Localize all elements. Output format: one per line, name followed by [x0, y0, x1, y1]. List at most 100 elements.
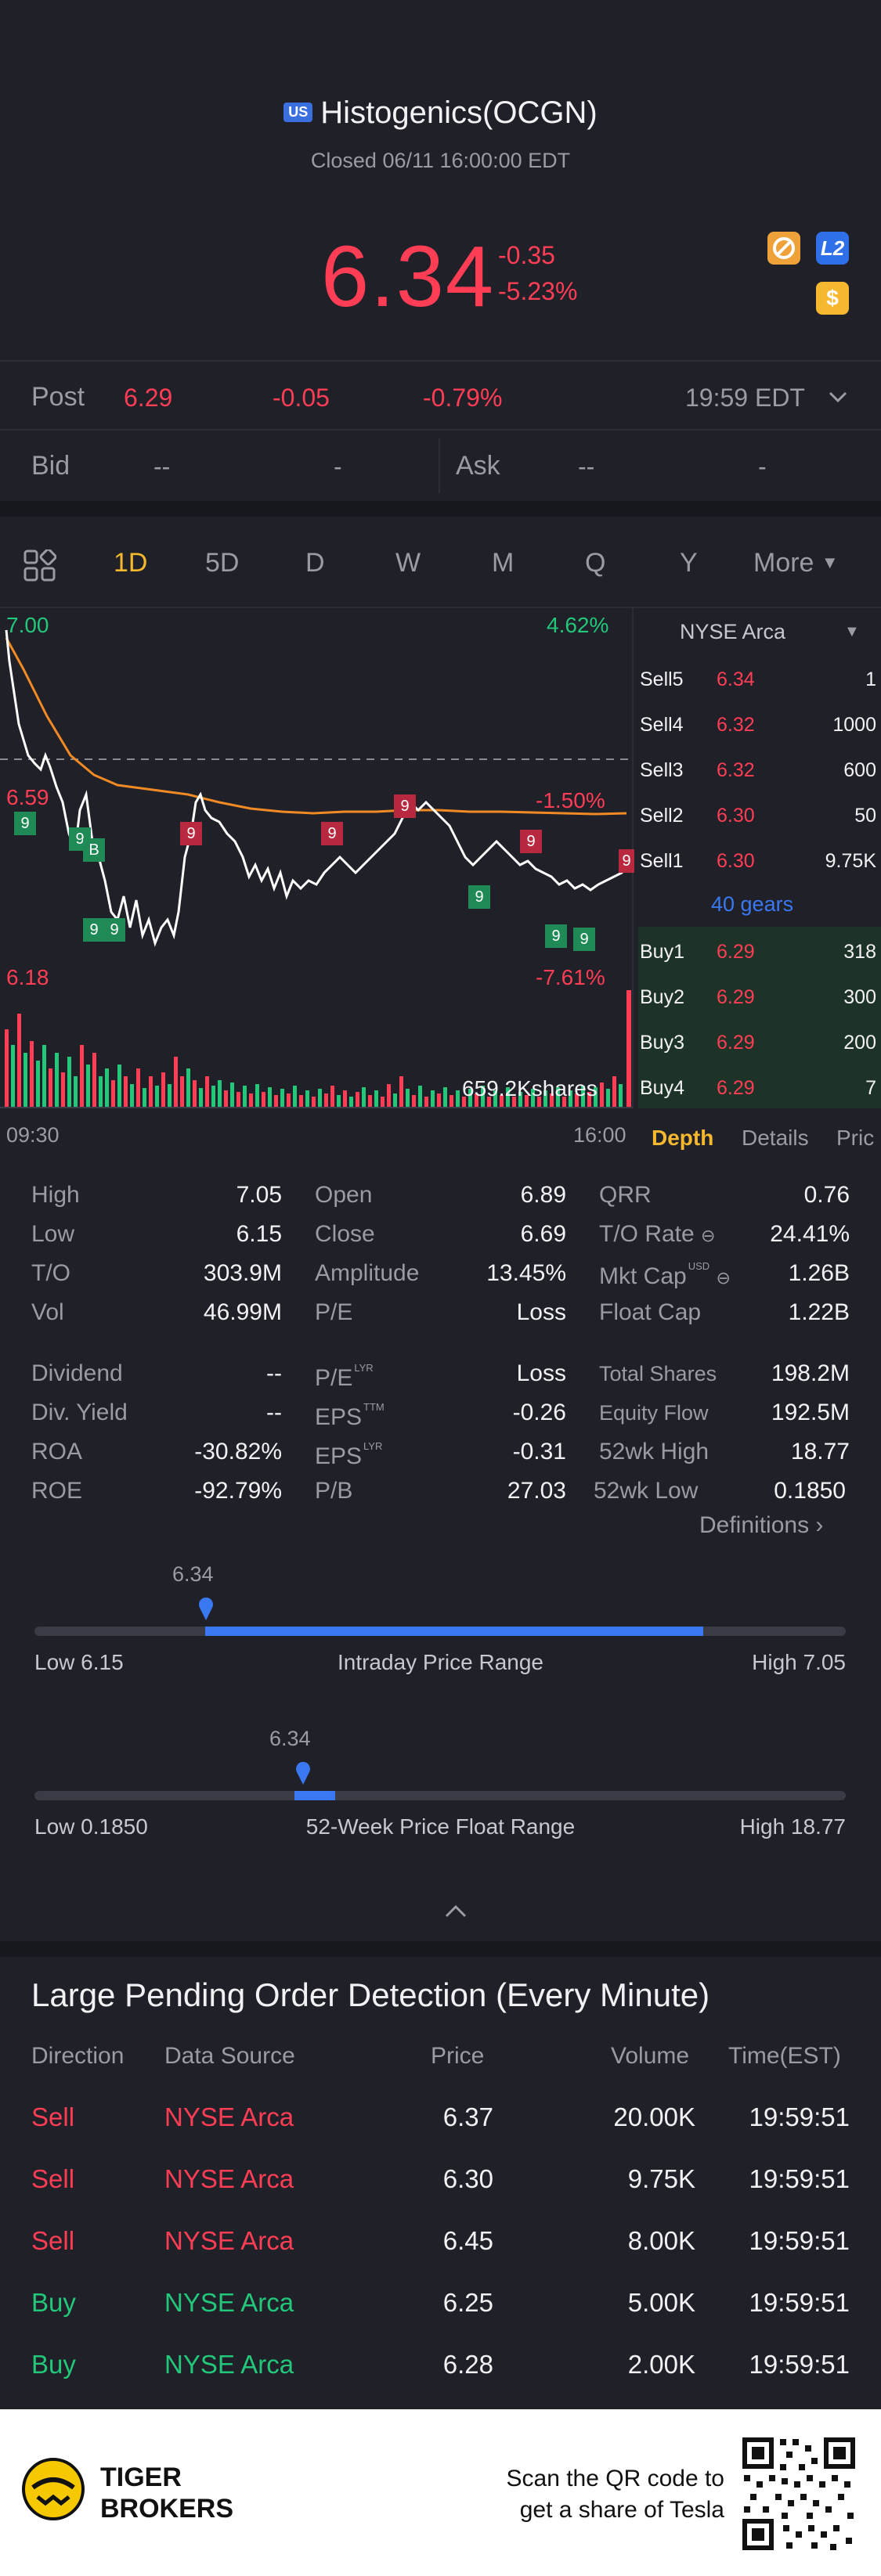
sell-size: 600 [843, 759, 876, 781]
order-source: NYSE Arca [164, 2288, 294, 2317]
market-badge: US [283, 103, 313, 122]
signal-marker[interactable]: 9 [83, 918, 105, 942]
intraday-chart[interactable]: 9 9 B 9 9 9 9 9 9 9 9 9 9 7.00 4.62% 6.5… [0, 607, 634, 1147]
chart-time-start: 09:30 [6, 1123, 60, 1147]
tab-1d[interactable]: 1D [114, 548, 148, 578]
divider [0, 360, 881, 362]
buy-size: 300 [843, 986, 876, 1008]
ask-label: Ask [456, 451, 500, 481]
stat-value: 27.03 [507, 1478, 566, 1504]
signal-marker[interactable]: 9 [321, 822, 343, 845]
ask-size: - [758, 452, 767, 481]
stat-value: 198.2M [771, 1360, 850, 1386]
tab-price[interactable]: Pric [836, 1126, 875, 1150]
divider [439, 438, 440, 493]
promo-line2: get a share of Tesla [519, 2497, 724, 2523]
price-change: -0.35 [498, 241, 555, 269]
grid-icon[interactable] [23, 548, 57, 586]
table-row: Buy NYSE Arca 6.25 5.00K 19:59:51 [0, 2275, 881, 2330]
buy-marker[interactable]: B [83, 838, 105, 862]
signal-marker[interactable]: 9 [394, 794, 416, 818]
buy-label: Buy4 [640, 1077, 684, 1099]
volume-bars [5, 990, 631, 1108]
options-icon[interactable] [767, 232, 800, 265]
sell-price: 6.30 [717, 805, 755, 827]
chart-mid-label: 6.59 [6, 785, 49, 809]
stat-value: 1.26B [788, 1260, 850, 1286]
sell-label: Sell4 [640, 714, 684, 736]
market-status: Closed 06/11 16:00:00 EDT [310, 149, 571, 172]
order-direction: Buy [31, 2350, 76, 2379]
tab-details[interactable]: Details [742, 1126, 809, 1150]
signal-marker[interactable]: 9 [14, 812, 36, 835]
buy-label: Buy3 [640, 1032, 684, 1054]
order-price: 6.28 [442, 2350, 493, 2379]
stat-label: Amplitude [315, 1260, 420, 1286]
stat-value: 13.45% [486, 1260, 566, 1286]
week52-range-fill [294, 1791, 335, 1800]
signal-marker[interactable]: 9 [103, 918, 125, 942]
tab-w[interactable]: W [395, 548, 421, 578]
sell-row: Sell5 6.34 1 [638, 656, 881, 701]
chevron-up-icon[interactable] [442, 1902, 470, 1923]
table-row: Buy NYSE Arca 6.28 2.00K 19:59:51 [0, 2337, 881, 2392]
range-pointer-icon [294, 1761, 312, 1789]
info-icon[interactable]: ⊖ [716, 1268, 731, 1288]
chevron-down-icon[interactable] [827, 388, 849, 409]
order-time: 19:59:51 [749, 2226, 850, 2255]
orderbook-exchange[interactable]: NYSE Arca [680, 620, 786, 643]
chart-time-end: 16:00 [573, 1123, 626, 1147]
dollar-icon[interactable]: $ [816, 282, 849, 315]
tab-5d[interactable]: 5D [205, 548, 240, 578]
price-line [5, 629, 634, 947]
post-time[interactable]: 19:59 EDT [685, 384, 805, 412]
qr-code-icon [738, 2433, 860, 2559]
large-orders-title: Large Pending Order Detection (Every Min… [31, 1976, 710, 2013]
signal-marker[interactable]: 9 [180, 822, 202, 845]
bid-price: -- [153, 452, 171, 481]
intraday-high: High 7.05 [752, 1650, 846, 1674]
tab-d[interactable]: D [305, 548, 325, 578]
buy-price: 6.29 [717, 1077, 755, 1099]
stat-value: Loss [516, 1299, 566, 1325]
order-direction: Sell [31, 2102, 75, 2131]
caret-down-icon[interactable]: ▼ [844, 623, 860, 640]
order-time: 19:59:51 [749, 2350, 850, 2379]
info-icon[interactable]: ⊖ [701, 1226, 716, 1245]
chevron-right-icon: › [815, 1512, 824, 1538]
order-price: 6.30 [442, 2164, 493, 2193]
buy-row: Buy4 6.29 7 [638, 1065, 881, 1110]
week52-high: High 18.77 [739, 1814, 846, 1839]
gears-link[interactable]: 40 gears [711, 892, 794, 916]
sell-row: Sell2 6.30 50 [638, 792, 881, 838]
pelyr-label: P/E [315, 1365, 353, 1391]
tab-y[interactable]: Y [680, 548, 698, 578]
tab-q[interactable]: Q [585, 548, 606, 578]
stock-title: US Histogenics(OCGN) [0, 95, 881, 131]
tab-more[interactable]: More ▼ [753, 548, 839, 578]
stat-label: EPS LYR [315, 1440, 382, 1470]
definitions-link[interactable]: Definitions › [699, 1512, 823, 1539]
ask-price: -- [578, 452, 595, 481]
signal-marker[interactable]: 9 [545, 924, 567, 948]
signal-marker[interactable]: 9 [619, 849, 634, 873]
footer-banner[interactable]: TIGER BROKERS Scan the QR code to get a … [0, 2409, 881, 2576]
stat-label: P/B [315, 1478, 353, 1504]
section-gap [0, 1941, 881, 1957]
order-volume: 9.75K [627, 2164, 695, 2193]
tab-depth[interactable]: Depth [652, 1126, 714, 1150]
signal-marker[interactable]: 9 [468, 885, 490, 909]
brand-line1: TIGER [100, 2463, 182, 2492]
signal-marker[interactable]: 9 [573, 928, 595, 951]
col-volume: Volume [611, 2043, 690, 2069]
stat-label: ROA [31, 1439, 83, 1465]
stat-label: Equity Flow [599, 1401, 709, 1425]
signal-marker[interactable]: 9 [520, 830, 542, 853]
tab-m[interactable]: M [492, 548, 515, 578]
intraday-range-title: Intraday Price Range [337, 1650, 544, 1674]
stat-label: Float Cap [599, 1299, 702, 1325]
buy-zone [638, 927, 881, 1108]
level2-icon[interactable]: L2 [816, 232, 849, 265]
order-source: NYSE Arca [164, 2226, 294, 2255]
epsttm-sup: TTM [363, 1401, 385, 1413]
